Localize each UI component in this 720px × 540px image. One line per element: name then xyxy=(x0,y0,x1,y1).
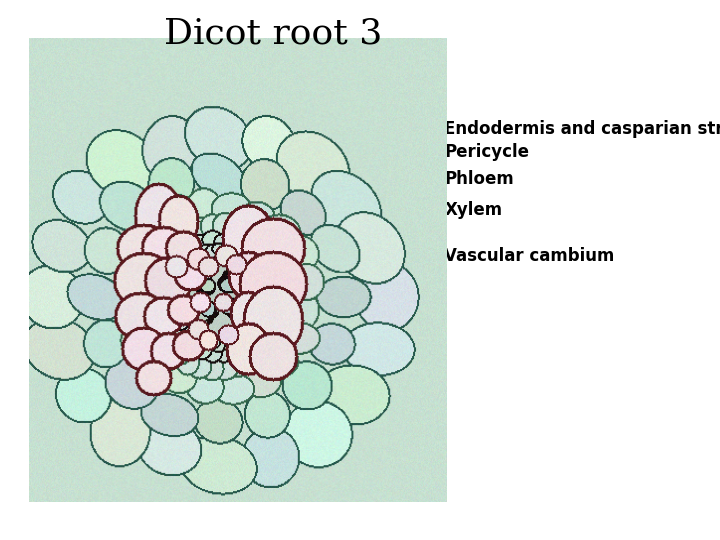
Text: Dicot root 3: Dicot root 3 xyxy=(164,16,383,50)
Text: Xylem: Xylem xyxy=(444,201,503,219)
Text: Vascular cambium: Vascular cambium xyxy=(444,247,615,265)
Text: Pericycle: Pericycle xyxy=(444,143,529,161)
Text: Phloem: Phloem xyxy=(444,170,514,188)
Text: Endodermis and casparian strip: Endodermis and casparian strip xyxy=(444,120,720,138)
